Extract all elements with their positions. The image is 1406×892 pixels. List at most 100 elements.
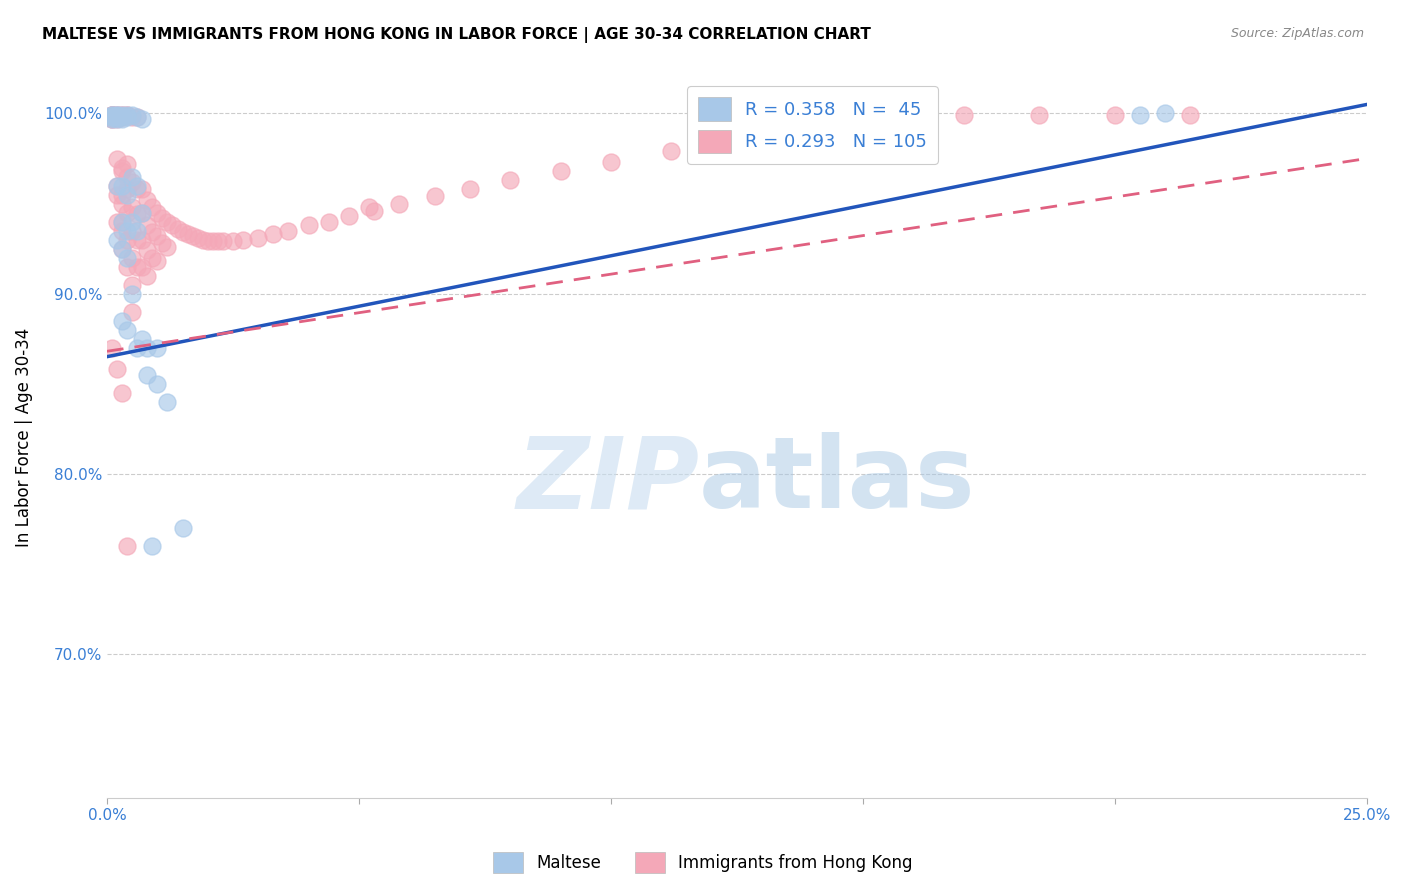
Point xyxy=(115,251,138,265)
Point xyxy=(111,178,134,193)
Point xyxy=(318,214,340,228)
Point xyxy=(111,214,134,228)
Text: MALTESE VS IMMIGRANTS FROM HONG KONG IN LABOR FORCE | AGE 30-34 CORRELATION CHAR: MALTESE VS IMMIGRANTS FROM HONG KONG IN … xyxy=(42,27,872,43)
Text: ZIP: ZIP xyxy=(516,433,699,530)
Point xyxy=(105,108,128,122)
Point xyxy=(127,182,149,196)
Point xyxy=(146,341,169,355)
Point xyxy=(297,218,319,232)
Point xyxy=(146,254,169,268)
Legend: R = 0.358   N =  45, R = 0.293   N = 105: R = 0.358 N = 45, R = 0.293 N = 105 xyxy=(688,87,938,163)
Point xyxy=(105,233,128,247)
Point xyxy=(121,169,143,184)
Point xyxy=(141,251,163,265)
Point xyxy=(127,110,149,124)
Point xyxy=(121,251,143,265)
Point xyxy=(115,169,138,184)
Point xyxy=(127,260,149,274)
Point xyxy=(121,286,143,301)
Point xyxy=(111,108,134,122)
Point xyxy=(105,214,128,228)
Point xyxy=(115,108,138,122)
Point xyxy=(725,134,748,148)
Point xyxy=(111,187,134,202)
Point xyxy=(201,235,224,249)
Point xyxy=(111,164,134,178)
Point xyxy=(111,112,134,126)
Point xyxy=(127,341,149,355)
Point xyxy=(136,341,159,355)
Point xyxy=(191,233,214,247)
Point xyxy=(127,223,149,237)
Point xyxy=(105,112,128,126)
Point xyxy=(141,226,163,240)
Point xyxy=(111,214,134,228)
Point xyxy=(101,110,124,124)
Point xyxy=(111,110,134,124)
Point xyxy=(115,260,138,274)
Point xyxy=(131,260,153,274)
Point xyxy=(131,205,153,219)
Point xyxy=(101,108,124,122)
Point xyxy=(499,173,522,187)
Point xyxy=(111,242,134,256)
Point xyxy=(105,110,128,124)
Point xyxy=(212,235,235,249)
Point xyxy=(423,189,446,203)
Point xyxy=(136,368,159,382)
Point xyxy=(101,108,124,122)
Point xyxy=(101,108,124,122)
Point xyxy=(105,110,128,124)
Y-axis label: In Labor Force | Age 30-34: In Labor Force | Age 30-34 xyxy=(15,328,32,548)
Point xyxy=(115,110,138,124)
Point xyxy=(600,155,623,169)
Point xyxy=(166,221,188,235)
Point xyxy=(105,108,128,122)
Point xyxy=(111,161,134,175)
Point xyxy=(661,145,683,159)
Point xyxy=(115,182,138,196)
Point xyxy=(111,223,134,237)
Point xyxy=(337,209,360,223)
Point xyxy=(101,108,124,122)
Point xyxy=(101,108,124,122)
Point xyxy=(247,231,270,245)
Point xyxy=(152,211,174,225)
Point xyxy=(152,236,174,251)
Point xyxy=(115,539,138,553)
Point xyxy=(458,182,481,196)
Point xyxy=(136,244,159,258)
Point xyxy=(127,110,149,124)
Point xyxy=(197,235,219,249)
Point xyxy=(105,187,128,202)
Point xyxy=(115,157,138,171)
Point xyxy=(105,108,128,122)
Point xyxy=(141,539,163,553)
Point xyxy=(136,268,159,283)
Point xyxy=(111,108,134,122)
Point xyxy=(105,362,128,376)
Point xyxy=(105,110,128,124)
Point xyxy=(952,108,974,122)
Point xyxy=(262,227,284,242)
Text: Source: ZipAtlas.com: Source: ZipAtlas.com xyxy=(1230,27,1364,40)
Point xyxy=(232,233,254,247)
Point xyxy=(105,110,128,124)
Point xyxy=(1129,108,1152,122)
Point xyxy=(146,205,169,219)
Point xyxy=(115,233,138,247)
Point xyxy=(105,178,128,193)
Point xyxy=(101,112,124,126)
Point xyxy=(277,223,299,237)
Point xyxy=(877,115,900,129)
Legend: Maltese, Immigrants from Hong Kong: Maltese, Immigrants from Hong Kong xyxy=(486,846,920,880)
Point xyxy=(187,231,209,245)
Point xyxy=(146,376,169,391)
Point xyxy=(181,229,204,244)
Point xyxy=(136,218,159,232)
Point xyxy=(146,229,169,244)
Point xyxy=(162,218,184,232)
Point xyxy=(115,108,138,122)
Point xyxy=(105,178,128,193)
Point xyxy=(105,110,128,124)
